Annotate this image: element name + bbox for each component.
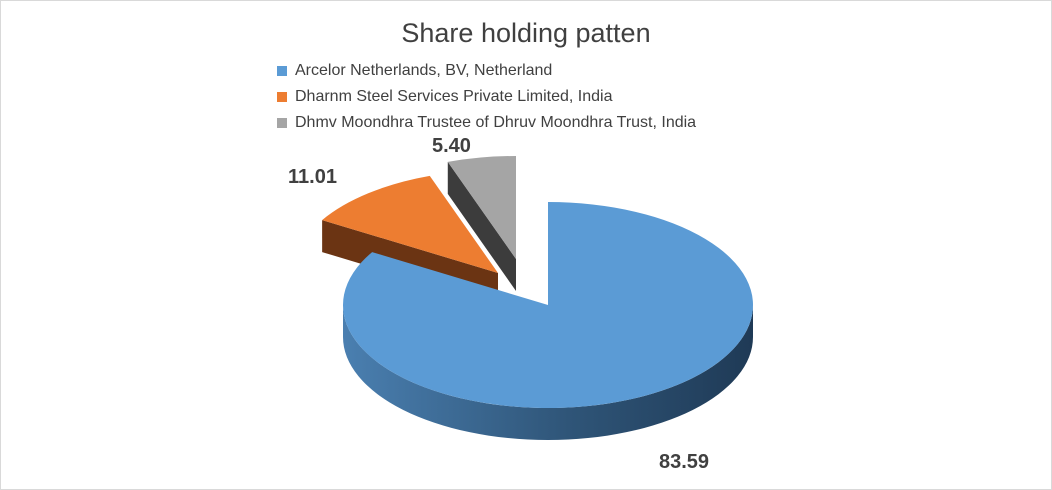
data-label-arcelor: 83.59 — [659, 451, 709, 473]
pie-side-arcelor — [343, 305, 753, 440]
legend-item-arcelor: Arcelor Netherlands, BV, Netherland — [277, 58, 696, 84]
legend-swatch-dhmv — [277, 118, 287, 128]
legend-item-dharnm: Dharnm Steel Services Private Limited, I… — [277, 84, 696, 110]
legend-label-arcelor: Arcelor Netherlands, BV, Netherland — [295, 62, 553, 79]
chart-title: Share holding patten — [401, 18, 651, 48]
legend-item-dhmv: Dhmv Moondhra Trustee of Dhruv Moondhra … — [277, 110, 696, 136]
legend-label-dhmv: Dhmv Moondhra Trustee of Dhruv Moondhra … — [295, 114, 697, 131]
pie-top-dharnm — [322, 175, 498, 273]
data-label-dharnm: 11.01 — [288, 166, 337, 188]
pie-slice-dhmv — [447, 155, 516, 291]
pie-top-dhmv — [447, 155, 516, 259]
legend: Arcelor Netherlands, BV, Netherland Dhar… — [277, 58, 696, 136]
legend-swatch-dharnm — [277, 92, 287, 102]
legend-label-dharnm: Dharnm Steel Services Private Limited, I… — [295, 88, 613, 105]
pie-slice-arcelor — [343, 202, 754, 440]
pie-wall-dhmv-start — [447, 161, 516, 291]
legend-swatch-arcelor — [277, 66, 287, 76]
data-label-dhmv: 5.40 — [432, 135, 471, 157]
pie-top-arcelor — [343, 202, 754, 409]
